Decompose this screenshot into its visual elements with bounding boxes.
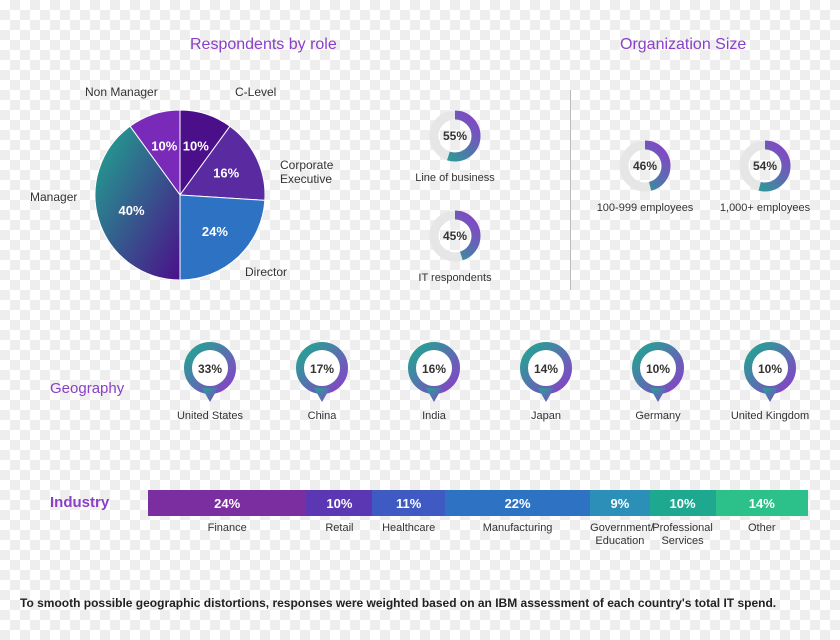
geo-pct: 14% (518, 340, 574, 396)
donut-org-large: 54% 1,000+ employees (710, 140, 820, 216)
title-respondents: Respondents by role (190, 36, 337, 54)
title-org-size: Organization Size (620, 36, 746, 54)
industry-seg-professional-services: 10% (650, 490, 716, 516)
donut-org-small-pct: 46% (619, 140, 671, 192)
pie-pct: 16% (213, 165, 239, 180)
vertical-divider (570, 90, 571, 290)
geo-label: United Kingdom (715, 410, 825, 422)
donut-org-large-label: 1,000+ employees (710, 202, 820, 216)
pie-pct: 10% (151, 138, 177, 153)
geo-label: China (267, 410, 377, 422)
geo-pct: 17% (294, 340, 350, 396)
geo-united-kingdom: 10% United Kingdom (715, 340, 825, 422)
geo-label: United States (155, 410, 265, 422)
pie-label-corpexec: Corporate Executive (280, 158, 360, 187)
donut-lob-label: Line of business (400, 172, 510, 186)
geo-pct: 10% (630, 340, 686, 396)
footnote: To smooth possible geographic distortion… (20, 596, 820, 610)
pie-pct: 24% (202, 224, 228, 239)
geo-pct: 16% (406, 340, 462, 396)
pie-label-nonmanager: Non Manager (85, 85, 158, 99)
industry-seg-finance: 24% (148, 490, 306, 516)
pie-pct: 10% (183, 138, 209, 153)
industry-label: Retail (306, 522, 372, 548)
geo-japan: 14% Japan (491, 340, 601, 422)
donut-org-large-pct: 54% (739, 140, 791, 192)
donut-lob: 55% Line of business (400, 110, 510, 186)
pie-chart-roles: 10% 10% 16% 24% 40% (95, 110, 265, 280)
donut-org-small: 46% 100-999 employees (590, 140, 700, 216)
industry-label: Other (716, 522, 808, 548)
industry-label: Finance (148, 522, 306, 548)
industry-seg-other: 14% (716, 490, 808, 516)
geo-label: Japan (491, 410, 601, 422)
donut-org-small-label: 100-999 employees (590, 202, 700, 216)
industry-label: Healthcare (372, 522, 445, 548)
industry-seg-healthcare: 11% (372, 490, 445, 516)
donut-it-label: IT respondents (400, 272, 510, 286)
geo-label: Germany (603, 410, 713, 422)
industry-label: Professional Services (650, 522, 716, 548)
donut-it-pct: 45% (429, 210, 481, 262)
pie-label-clevel: C-Level (235, 85, 276, 99)
geo-pct: 10% (742, 340, 798, 396)
geo-label: India (379, 410, 489, 422)
pie-label-manager: Manager (30, 190, 77, 204)
geo-united-states: 33% United States (155, 340, 265, 422)
industry-seg-manufacturing: 22% (445, 490, 590, 516)
geo-india: 16% India (379, 340, 489, 422)
pie-label-director: Director (245, 265, 287, 279)
geography-row: 33% United States 17% China 16% India 14% Japan… (0, 340, 840, 480)
geo-china: 17% China (267, 340, 377, 422)
industry-labels: FinanceRetailHealthcareManufacturingGove… (148, 522, 808, 548)
geo-pct: 33% (182, 340, 238, 396)
industry-seg-government-education: 9% (590, 490, 649, 516)
donut-lob-pct: 55% (429, 110, 481, 162)
pie-pct: 40% (118, 203, 144, 218)
industry-label: Manufacturing (445, 522, 590, 548)
label-industry: Industry (50, 494, 109, 511)
industry-bar: 24%10%11%22%9%10%14% (148, 490, 808, 516)
industry-seg-retail: 10% (306, 490, 372, 516)
industry-label: Government/ Education (590, 522, 649, 548)
donut-it: 45% IT respondents (400, 210, 510, 286)
geo-germany: 10% Germany (603, 340, 713, 422)
